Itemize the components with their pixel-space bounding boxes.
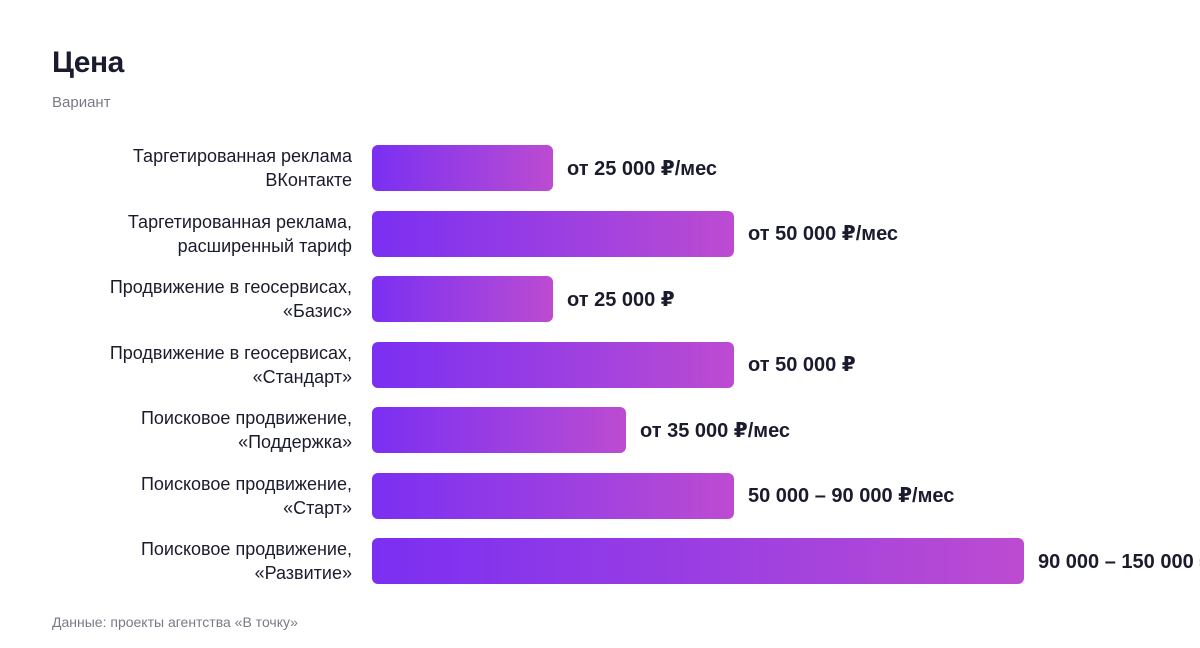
value-label: от 35 000 ₽/мес xyxy=(640,419,791,442)
bar-row: Поисковое продвижение, «Старт» 50 000 – 9… xyxy=(0,472,1200,521)
bar-row: Таргетированная реклама ВКонтакте от 25 0… xyxy=(0,145,1200,193)
value-label: от 50 000 ₽ xyxy=(748,354,856,376)
source-note: Данные: проекты агентства «В точку» xyxy=(52,614,298,630)
chart-subtitle: Вариант xyxy=(52,94,111,111)
category-label: Таргетированная реклама ВКонтакте xyxy=(132,146,352,190)
category-label: Продвижение в геосервисах, «Стандарт» xyxy=(109,342,352,387)
value-label: 90 000 – 150 000 ₽/мес xyxy=(1038,550,1200,573)
bar-row: Поисковое продвижение, «Развитие» 90 000 … xyxy=(0,538,1200,586)
bar xyxy=(372,472,734,519)
category-label: Продвижение в геосервисах, «Базис» xyxy=(109,277,352,321)
bar xyxy=(372,145,553,191)
category-label: Таргетированная реклама, расширенный тар… xyxy=(127,211,352,256)
bar xyxy=(372,341,734,388)
bar-row: Продвижение в геосервисах, «Стандарт» от … xyxy=(0,341,1200,390)
value-label: от 25 000 ₽/мес xyxy=(567,157,718,180)
bar xyxy=(372,538,1024,584)
bar xyxy=(372,276,553,322)
value-label: от 50 000 ₽/мес xyxy=(748,223,899,245)
bar-row: Продвижение в геосервисах, «Базис» от 25 … xyxy=(0,276,1200,324)
category-label: Поисковое продвижение, «Старт» xyxy=(140,473,352,518)
category-label: Поисковое продвижение, «Поддержка» xyxy=(140,408,352,452)
category-label: Поисковое продвижение, «Развитие» xyxy=(140,539,352,583)
value-label: 50 000 – 90 000 ₽/мес xyxy=(748,485,955,507)
bar-row: Таргетированная реклама, расширенный тар… xyxy=(0,210,1200,259)
bar xyxy=(372,210,734,257)
value-label: от 25 000 ₽ xyxy=(567,288,675,311)
bar xyxy=(372,407,626,453)
bar-row: Поисковое продвижение, «Поддержка» от 35 … xyxy=(0,407,1200,455)
chart-title: Цена xyxy=(52,46,124,79)
